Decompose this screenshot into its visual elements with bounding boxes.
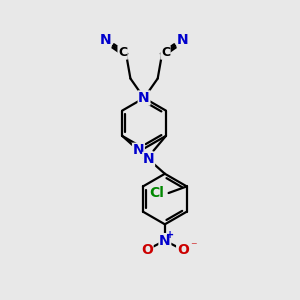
- Text: O: O: [177, 244, 189, 257]
- Text: +: +: [166, 230, 174, 240]
- Text: Cl: Cl: [149, 186, 164, 200]
- Text: ⁻: ⁻: [190, 240, 196, 253]
- Text: N: N: [133, 143, 144, 157]
- Text: C: C: [161, 46, 170, 59]
- Text: N: N: [159, 234, 171, 248]
- Text: N: N: [143, 152, 154, 167]
- Text: N: N: [138, 91, 150, 105]
- Text: C: C: [118, 46, 127, 59]
- Text: N: N: [177, 33, 189, 47]
- Text: N: N: [99, 33, 111, 47]
- Text: O: O: [141, 244, 153, 257]
